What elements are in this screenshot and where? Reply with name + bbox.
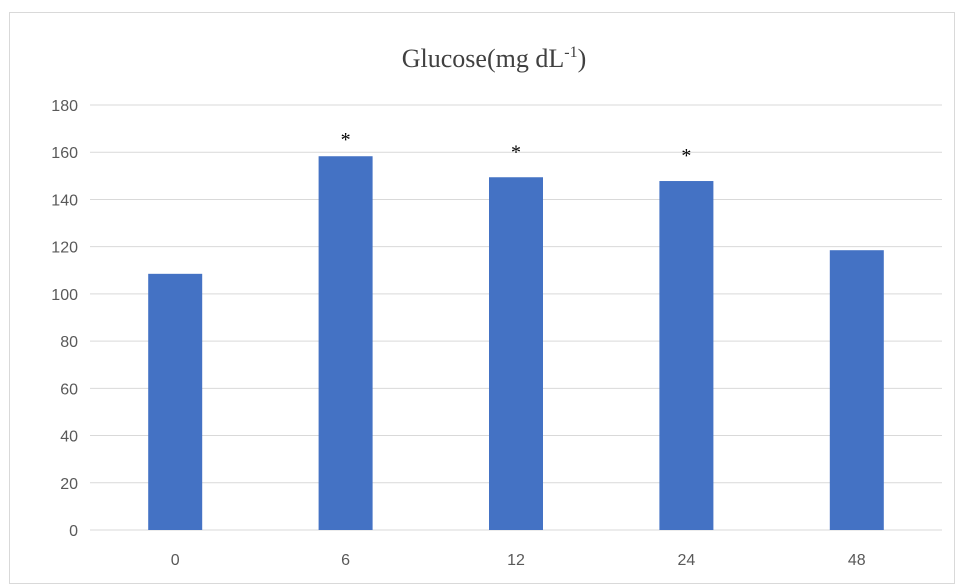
- y-tick-label: 0: [69, 523, 78, 540]
- bar-0: [148, 273, 203, 530]
- gridlines: [90, 104, 942, 531]
- significance-marker: *: [511, 141, 521, 163]
- chart-title-main: Glucose(mg dL: [402, 44, 564, 73]
- y-tick-label: 20: [60, 476, 78, 493]
- y-tick-label: 100: [51, 287, 78, 304]
- significance-marker: *: [341, 129, 351, 151]
- x-tick-label: 24: [678, 552, 696, 569]
- bar-24: [659, 181, 714, 530]
- chart-title-suffix: ): [578, 44, 587, 73]
- y-tick-label: 40: [60, 429, 78, 446]
- bar-48: [829, 250, 884, 531]
- x-tick-label: 0: [171, 552, 180, 569]
- x-tick-label: 6: [341, 552, 350, 569]
- significance-markers: * * *: [341, 129, 692, 167]
- y-tick-label: 160: [51, 145, 78, 162]
- significance-marker: *: [681, 145, 691, 167]
- x-tick-label: 12: [507, 552, 525, 569]
- y-axis-ticks: 0 20 40 60 80 100 120 140 160 180: [51, 98, 78, 540]
- y-tick-label: 140: [51, 192, 78, 209]
- y-tick-label: 60: [60, 381, 78, 398]
- chart-title: Glucose(mg dL-1): [402, 44, 586, 73]
- bar-6: [318, 156, 373, 530]
- y-tick-label: 120: [51, 240, 78, 257]
- bar-12: [489, 177, 543, 530]
- y-tick-label: 180: [51, 98, 78, 115]
- bars: [148, 156, 884, 531]
- x-tick-label: 48: [848, 552, 866, 569]
- y-tick-label: 80: [60, 334, 78, 351]
- x-axis-ticks: 0 6 12 24 48: [171, 552, 866, 569]
- chart-title-superscript: -1: [564, 44, 577, 61]
